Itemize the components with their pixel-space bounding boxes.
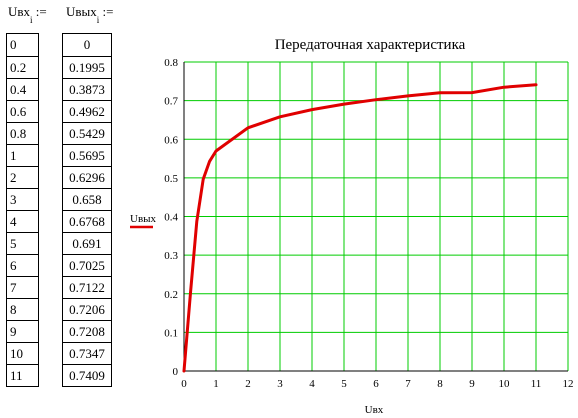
x-tick-label: 6 xyxy=(373,378,379,390)
uvx-cell[interactable]: 3 xyxy=(7,188,38,210)
x-tick-label: 8 xyxy=(437,378,443,390)
x-tick-label: 9 xyxy=(469,378,475,390)
uvyx-cell[interactable]: 0.7409 xyxy=(63,364,111,386)
transfer-characteristic-plot[interactable]: Передаточная характеристика 0 1 2 3 4 5 6 7 8 9 10… xyxy=(120,30,575,415)
uvx-cell[interactable]: 0.2 xyxy=(7,56,38,78)
uvx-cell[interactable]: 7 xyxy=(7,276,38,298)
uvyx-name: Uвых xyxy=(66,4,97,19)
x-tick-label: 12 xyxy=(563,378,574,390)
uvyx-subscript: i xyxy=(96,14,100,25)
y-tick-label: 0 xyxy=(173,366,179,378)
y-tick-label: 0.7 xyxy=(164,96,178,108)
x-tick-label: 2 xyxy=(245,378,251,390)
plot-series xyxy=(182,83,538,373)
y-tick-label: 0.5 xyxy=(164,173,178,185)
y-tick-label: 0.4 xyxy=(164,212,178,224)
uvx-cell[interactable]: 2 xyxy=(7,166,38,188)
uvx-cell[interactable]: 4 xyxy=(7,210,38,232)
uvyx-assign-operator: := xyxy=(102,4,114,19)
y-tick-label: 0.2 xyxy=(164,289,178,301)
uvx-cell[interactable]: 10 xyxy=(7,342,38,364)
uvx-cell[interactable]: 0.6 xyxy=(7,100,38,122)
y-tick-label: 0.3 xyxy=(164,250,178,262)
x-tick-label: 7 xyxy=(405,378,411,390)
uvx-definition[interactable]: Uвхi := xyxy=(8,4,47,25)
y-tick-label: 0.6 xyxy=(164,134,178,146)
x-tick-label: 10 xyxy=(499,378,511,390)
uvx-vector[interactable]: 0 0.2 0.4 0.6 0.8 1 2 3 4 5 6 7 8 9 10 11 xyxy=(6,33,39,387)
uvyx-vector[interactable]: 0 0.1995 0.3873 0.4962 0.5429 0.5695 0.6296 0.6… xyxy=(62,33,112,387)
y-tick-label: 0.8 xyxy=(164,57,178,69)
uvyx-definition[interactable]: Uвыхi := xyxy=(66,4,114,25)
uvx-cell[interactable]: 5 xyxy=(7,232,38,254)
series-line xyxy=(182,83,538,373)
uvx-cell[interactable]: 1 xyxy=(7,144,38,166)
uvyx-cell[interactable]: 0.7208 xyxy=(63,320,111,342)
uvyx-cell[interactable]: 0 xyxy=(83,37,91,52)
uvyx-cell[interactable]: 0.3873 xyxy=(63,78,111,100)
x-tick-label: 4 xyxy=(309,378,315,390)
uvyx-cell[interactable]: 0.7025 xyxy=(63,254,111,276)
x-axis-label: Uвх xyxy=(365,404,384,415)
uvyx-cell[interactable]: 0.5429 xyxy=(63,122,111,144)
uvx-cell[interactable]: 0.4 xyxy=(7,78,38,100)
uvx-cell[interactable]: 8 xyxy=(7,298,38,320)
y-tick-label: 0.1 xyxy=(164,327,178,339)
plot-ticks: 0 1 2 3 4 5 6 7 8 9 10 11 1200.10.20.30.40.50.60.70.… xyxy=(164,57,573,390)
y-axis-label: Uвых xyxy=(130,213,157,225)
uvx-cell[interactable]: 0.8 xyxy=(7,122,38,144)
uvx-subscript: i xyxy=(30,14,33,25)
uvyx-cell[interactable]: 0.7122 xyxy=(63,276,111,298)
x-tick-label: 11 xyxy=(531,378,542,390)
uvyx-cell[interactable]: 0.7206 xyxy=(63,298,111,320)
uvyx-cell[interactable]: 0.658 xyxy=(63,188,111,210)
uvyx-cell[interactable]: 0.6296 xyxy=(63,166,111,188)
chart-title: Передаточная характеристика xyxy=(275,37,466,53)
uvx-cell[interactable]: 6 xyxy=(7,254,38,276)
x-tick-label: 1 xyxy=(213,378,219,390)
x-tick-label: 5 xyxy=(341,378,347,390)
uvyx-cell[interactable]: 0.4962 xyxy=(63,100,111,122)
plot-grid xyxy=(183,61,569,372)
uvx-cell[interactable]: 0 xyxy=(10,37,17,52)
uvyx-cell[interactable]: 0.7347 xyxy=(63,342,111,364)
uvyx-cell[interactable]: 0.1995 xyxy=(63,56,111,78)
uvx-name: Uвх xyxy=(8,4,31,19)
x-tick-label: 0 xyxy=(181,378,187,390)
uvx-assign-operator: := xyxy=(35,4,47,19)
uvyx-cell[interactable]: 0.6768 xyxy=(63,210,111,232)
x-tick-label: 3 xyxy=(277,378,283,390)
uvx-cell[interactable]: 9 xyxy=(7,320,38,342)
uvx-cell[interactable]: 11 xyxy=(7,364,38,386)
uvyx-cell[interactable]: 0.5695 xyxy=(63,144,111,166)
uvyx-cell[interactable]: 0.691 xyxy=(63,232,111,254)
